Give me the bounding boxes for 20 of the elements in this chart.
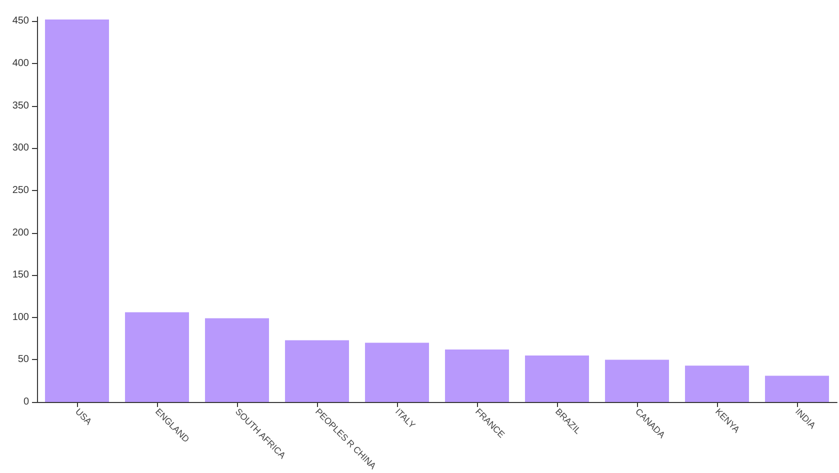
bar — [445, 350, 509, 402]
bar — [205, 318, 269, 402]
y-tick-label: 450 — [12, 16, 30, 27]
y-tick-label: 300 — [12, 142, 30, 154]
y-tick-label: 0 — [23, 396, 30, 408]
y-tick-label: 50 — [18, 354, 30, 366]
y-tick-label: 400 — [12, 58, 30, 70]
y-tick-label: 200 — [12, 227, 30, 238]
bar — [525, 355, 589, 402]
bar — [285, 340, 349, 402]
bar — [605, 360, 669, 402]
y-tick-label: 350 — [12, 100, 30, 112]
bar — [365, 342, 429, 402]
bar — [765, 376, 829, 402]
bar — [45, 20, 109, 402]
y-tick-label: 100 — [12, 312, 30, 323]
bar — [125, 312, 189, 402]
bar — [685, 366, 749, 402]
y-tick-label: 150 — [12, 270, 30, 281]
y-tick-label: 250 — [12, 184, 30, 196]
